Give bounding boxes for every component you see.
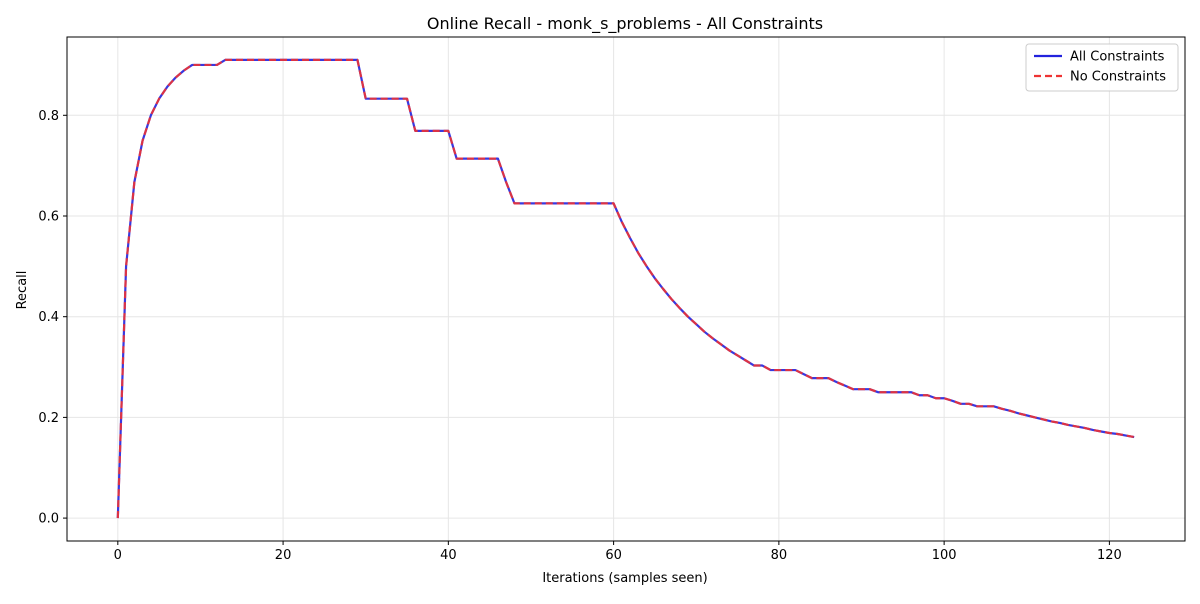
legend-box [1025, 43, 1179, 92]
x-tick-label: 120 [1097, 548, 1122, 563]
x-tick-label: 60 [605, 548, 622, 563]
y-tick-label: 0.2 [38, 411, 59, 426]
series-line-0 [116, 58, 1135, 519]
legend-label-0: All Constraints [1070, 50, 1165, 65]
x-tick-label: 20 [275, 548, 292, 563]
x-tick-label: 100 [932, 548, 957, 563]
plot-frame [66, 36, 1186, 542]
y-axis-label: Recall [15, 271, 30, 310]
chart-title: Online Recall - monk_s_problems - All Co… [427, 14, 823, 34]
y-tick-label: 0.0 [38, 512, 59, 527]
x-tick-label: 0 [114, 548, 122, 563]
series-lines [116, 58, 1135, 519]
axis-ticks: 0 20 40 60 80 100 120 0.0 0.2 0.4 0.6 0.8 [38, 109, 1121, 563]
legend-label-1: No Constraints [1070, 70, 1166, 85]
legend: All Constraints No Constraints [1025, 43, 1179, 92]
y-tick-label: 0.8 [38, 109, 59, 124]
y-tick-label: 0.4 [38, 310, 59, 325]
x-tick-label: 40 [440, 548, 457, 563]
x-axis-label: Iterations (samples seen) [542, 571, 707, 586]
y-tick-label: 0.6 [38, 209, 59, 224]
x-tick-label: 80 [771, 548, 788, 563]
grid [67, 37, 1185, 541]
